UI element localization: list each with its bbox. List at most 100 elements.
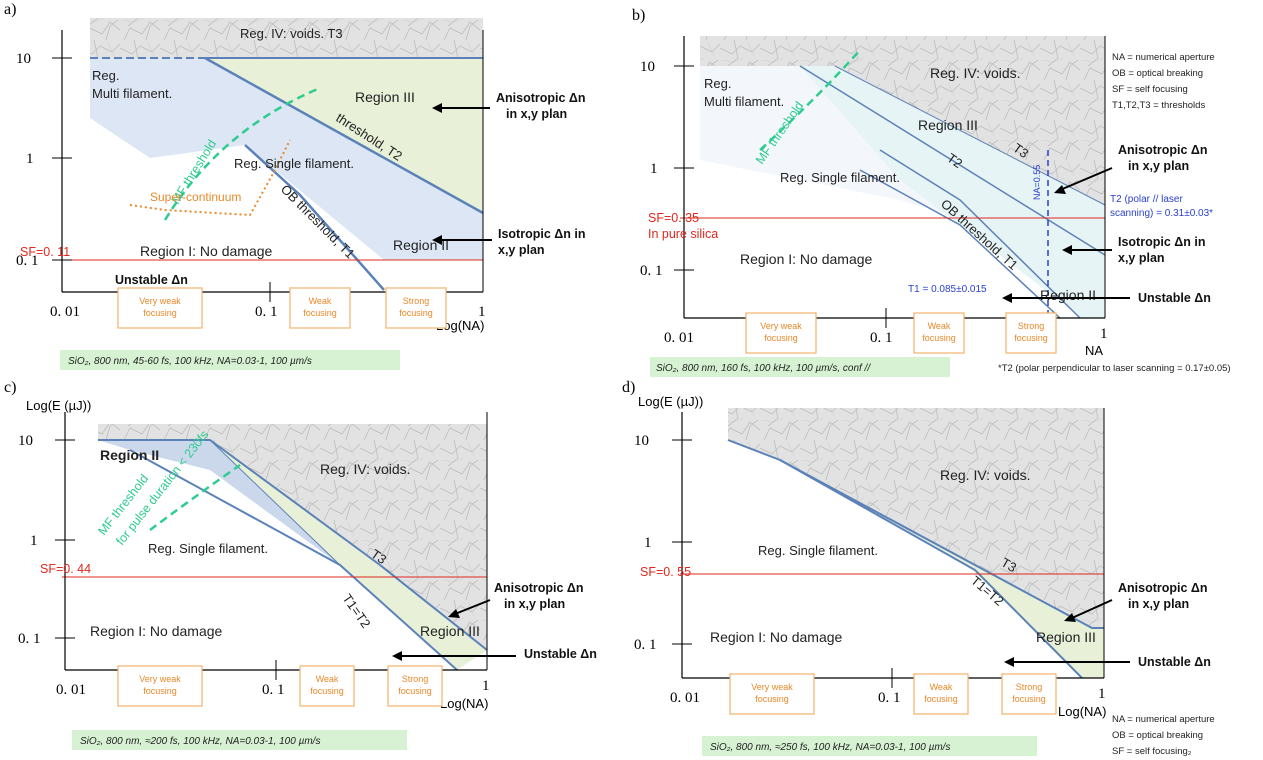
- panel-c-t1t2-label: T1=T2: [340, 591, 374, 631]
- panel-b-aniso-arrowhead: [1054, 185, 1066, 194]
- panel-d-single-label: Reg. Single filament.: [758, 543, 878, 558]
- panel-c-single-label: Reg. Single filament.: [148, 541, 268, 556]
- panel-a-focus-very-weak-2: focusing: [143, 308, 177, 318]
- panel-c-focus-strong-1: Strong: [402, 674, 429, 684]
- panel-c-title: c): [4, 379, 16, 396]
- panel-d-ytick-label-10: 10: [634, 433, 649, 449]
- panel-d-focus-box-strong: [1001, 673, 1057, 715]
- panel-c-region-iii-label: Region III: [420, 623, 480, 639]
- panel-b-single-label: Reg. Single filament.: [780, 170, 900, 185]
- panel-b-legend-2: OB = optical breaking: [1112, 68, 1203, 79]
- panel-a-multi-label-1: Reg.: [92, 68, 119, 83]
- panel-b-na-label: NA=0.55: [1032, 165, 1042, 200]
- panel-b-ytick-label-01: 0. 1: [640, 263, 663, 279]
- panel-b-t2-label: T2: [944, 150, 965, 171]
- panel-a-caption-box: [60, 350, 400, 370]
- panel-d-caption-box: [702, 736, 1037, 756]
- panel-d: d) Log(E (µJ)) 10 1 0. 1 0. 01 0. 1 1 Lo…: [622, 379, 1215, 757]
- panel-c-focus-strong-2: focusing: [398, 686, 432, 696]
- panel-d-aniso-arrowhead: [1064, 613, 1076, 622]
- panel-a-unstable-label: Unstable Δn: [115, 273, 188, 287]
- panel-a-voids-region: [90, 18, 483, 58]
- panel-b-iso-arrowhead: [1062, 245, 1072, 255]
- panel-d-ytick-label-1: 1: [644, 535, 652, 551]
- panel-c-mid-line: [209, 439, 341, 566]
- panel-c-xtick-label-1: 1: [482, 678, 490, 694]
- panel-c-region-ii: [98, 440, 340, 565]
- panel-b-region-iii: [800, 66, 1105, 318]
- panel-d-unstable-arrowhead: [1004, 657, 1014, 667]
- panel-d-sf-label: SF=0. 55: [640, 565, 691, 579]
- panel-b-legend-4: T1,T2,T3 = thresholds: [1112, 100, 1205, 111]
- panel-b-focus-box-very-weak: [745, 312, 817, 354]
- panel-b-focus-weak-1: Weak: [928, 321, 951, 331]
- panel-c-voids-region: [98, 424, 487, 650]
- panel-b-xtick-label-01: 0. 1: [870, 330, 893, 346]
- panel-d-focus-weak-2: focusing: [924, 694, 958, 704]
- panel-d-focus-box-very-weak: [729, 673, 815, 715]
- panel-d-focus-box-weak: [913, 673, 969, 715]
- panel-a-focus-box-weak: [289, 287, 351, 329]
- panel-d-region-iii: [780, 460, 1104, 678]
- panel-a-focus-strong-1: Strong: [403, 296, 430, 306]
- panel-b-footnote: *T2 (polar perpendicular to laser scanni…: [998, 363, 1231, 374]
- panel-b-t1-value: T1 = 0.085±0.015: [908, 284, 987, 295]
- panel-b-legend-3: SF = self focusing: [1112, 84, 1188, 95]
- panel-d-title: d): [622, 379, 635, 396]
- panel-c-ytick-label-10: 10: [18, 433, 33, 449]
- panel-d-xlabel: Log(NA): [1058, 704, 1106, 719]
- panel-c-xtick-label-001: 0. 01: [56, 682, 86, 698]
- panel-c-xtick-label-01: 0. 1: [262, 682, 285, 698]
- panel-b-aniso-label-1: Anisotropic Δn: [1118, 143, 1208, 157]
- panel-a-iso-arrowhead: [432, 235, 442, 245]
- panel-b-focus-weak-2: focusing: [922, 333, 956, 343]
- panel-c-ytick-label-1: 1: [30, 533, 38, 549]
- panel-b-focus-strong-2: focusing: [1014, 333, 1048, 343]
- panel-b-sf-label-2: In pure silica: [648, 227, 718, 241]
- panel-a-focus-box-strong: [385, 287, 447, 329]
- panel-c-unstable-arrowhead: [392, 651, 402, 661]
- panel-b-t3-line: [799, 65, 1106, 256]
- panel-a-title: a): [4, 1, 16, 18]
- panel-a-ytick-label-01: 0. 1: [16, 253, 39, 269]
- panel-b-region-i-label: Region I: No damage: [740, 251, 873, 267]
- panel-b-t2-value-2: scanning) = 0.31±0.03*: [1110, 208, 1213, 219]
- panel-d-ytick-label-01: 0. 1: [634, 637, 657, 653]
- panel-a-focus-very-weak-1: Very weak: [139, 296, 181, 306]
- panel-a-focus-weak-1: Weak: [309, 296, 332, 306]
- panel-c-focus-very-weak-1: Very weak: [139, 674, 181, 684]
- panel-b-focus-very-weak-1: Very weak: [760, 321, 802, 331]
- panel-b-focus-strong-1: Strong: [1018, 321, 1045, 331]
- panel-b-multi-label-1: Reg.: [704, 76, 731, 91]
- panel-b-iso-label-1: Isotropic Δn in: [1118, 235, 1205, 249]
- panel-d-t1t2-line: [779, 459, 1083, 679]
- panel-b-region-ii-label: Region II: [1040, 287, 1096, 303]
- panel-d-unstable-label: Unstable Δn: [1138, 655, 1211, 669]
- panel-b-title: b): [632, 7, 645, 24]
- panel-a-single-label: Reg. Single filament.: [234, 156, 354, 171]
- panel-d-legend-2: OB = optical breaking: [1112, 730, 1203, 741]
- panel-d-focus-strong-1: Strong: [1016, 682, 1043, 692]
- panel-a-xtick-label-1: 1: [478, 304, 486, 320]
- panel-b-t3-label: T3: [1010, 140, 1031, 161]
- panel-a: a) 10 1 0. 1 0. 01 0. 1 1 Log(NA) Reg. I…: [4, 1, 586, 370]
- panel-d-focus-weak-1: Weak: [930, 682, 953, 692]
- panel-c-ytick-label-01: 0. 1: [18, 631, 41, 647]
- panel-c-focus-weak-2: focusing: [310, 686, 344, 696]
- panel-b-ytick-label-1: 1: [650, 161, 658, 177]
- panel-c-aniso-arrowhead: [448, 609, 460, 618]
- panel-c-focus-weak-1: Weak: [316, 674, 339, 684]
- panel-d-voids-label: Reg. IV: voids.: [940, 467, 1031, 483]
- panel-b-region-iii-label: Region III: [918, 117, 978, 133]
- panel-c-aniso-label-2: in x,y plan: [504, 597, 565, 611]
- panel-b-caption-box: [650, 357, 950, 377]
- panel-d-t3-label: T3: [999, 555, 1020, 576]
- panel-c-voids-label: Reg. IV: voids.: [320, 461, 411, 477]
- panel-b-voids-label: Reg. IV: voids.: [930, 65, 1021, 81]
- panel-a-aniso-arrowhead: [432, 103, 442, 113]
- panel-b-legend-1: NA = numerical aperture: [1112, 52, 1215, 63]
- panel-c-region-ii-label: Region II: [100, 447, 159, 463]
- panel-c-focus-very-weak-2: focusing: [143, 686, 177, 696]
- panel-c: c) Log(E (µJ)) 10 1 0. 1 0. 01 0. 1 1 Lo…: [4, 379, 597, 750]
- panel-a-focus-weak-2: focusing: [303, 308, 337, 318]
